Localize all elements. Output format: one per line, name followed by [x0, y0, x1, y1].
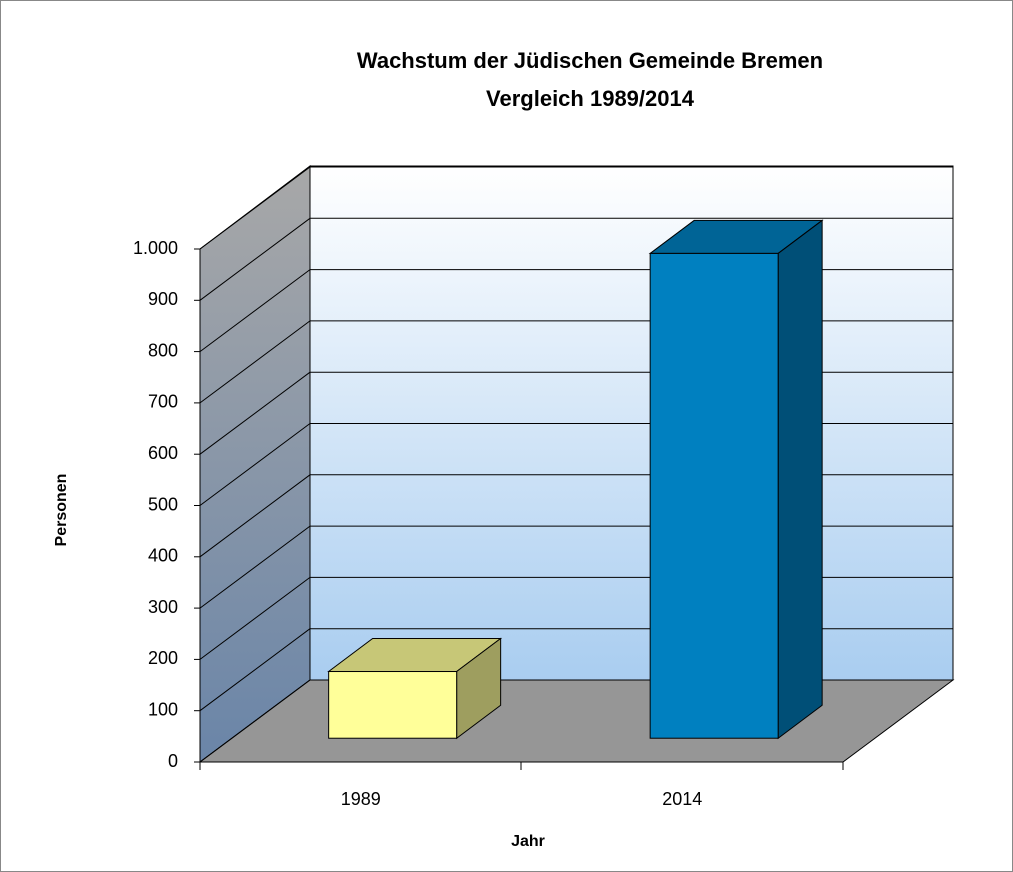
grid-line [199, 166, 311, 250]
y-tick-label: 700 [148, 392, 178, 412]
grid-line [199, 269, 311, 353]
grid-line [199, 628, 311, 712]
grid-line [199, 320, 311, 404]
grid-line [199, 679, 311, 763]
y-tick-label: 400 [148, 546, 178, 566]
chart-title: Wachstum der Jüdischen Gemeinde Bremen [357, 48, 823, 73]
y-tick-label: 800 [148, 340, 178, 360]
bar [649, 252, 779, 739]
y-tick-label: 300 [148, 597, 178, 617]
floor [198, 679, 955, 763]
bar [328, 671, 458, 739]
grid-line [199, 371, 311, 455]
bar-side [777, 219, 823, 740]
y-tick-label: 900 [148, 289, 178, 309]
x-tick-label: 2014 [662, 789, 702, 809]
grid-line [199, 525, 311, 609]
grid-line [199, 423, 311, 506]
y-tick-label: 1.000 [133, 238, 178, 258]
chart-subtitle: Vergleich 1989/2014 [486, 86, 695, 111]
y-tick-label: 200 [148, 648, 178, 668]
x-tick-label: 1989 [341, 789, 381, 809]
grid-line [199, 474, 311, 558]
grid-line [199, 217, 311, 301]
y-tick-label: 500 [148, 494, 178, 514]
y-tick-label: 0 [168, 751, 178, 771]
grid-line [199, 576, 311, 660]
y-tick-label: 100 [148, 699, 178, 719]
x-axis-title: Jahr [511, 833, 545, 850]
y-axis-title: Personen [53, 474, 70, 547]
y-tick-label: 600 [148, 443, 178, 463]
